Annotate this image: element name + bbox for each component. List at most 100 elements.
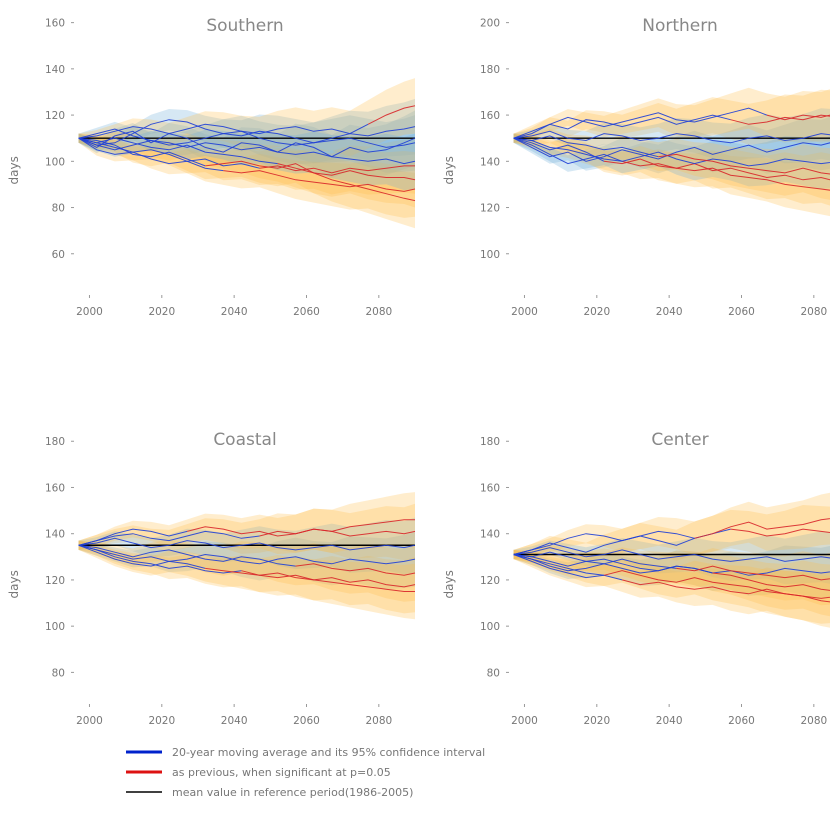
y-axis-label-southern: days bbox=[7, 156, 21, 184]
y-tick-label: 80 bbox=[487, 667, 500, 679]
series-line bbox=[513, 137, 830, 162]
series-line-significant bbox=[603, 158, 830, 181]
y-tick-label: 100 bbox=[45, 156, 65, 168]
y-tick-label: 120 bbox=[45, 110, 65, 122]
series-line bbox=[78, 137, 260, 169]
panel-title-coastal: Coastal bbox=[213, 430, 276, 450]
legend-label-black: mean value in reference period(1986-2005… bbox=[172, 785, 414, 799]
panel-title-northern: Northern bbox=[642, 16, 717, 36]
series-line-significant bbox=[186, 519, 415, 537]
x-tick-label: 2020 bbox=[583, 306, 610, 318]
panel-title-southern: Southern bbox=[206, 16, 283, 36]
confidence-band bbox=[513, 548, 830, 617]
x-tick-label: 2040 bbox=[221, 715, 248, 727]
y-tick-label: 180 bbox=[480, 64, 500, 76]
x-tick-label: 2080 bbox=[800, 306, 827, 318]
x-tick-label: 2000 bbox=[511, 715, 538, 727]
series-line-significant bbox=[367, 105, 416, 125]
y-tick-label: 140 bbox=[480, 156, 500, 168]
y-tick-label: 60 bbox=[52, 249, 65, 261]
x-tick-label: 2060 bbox=[728, 715, 755, 727]
confidence-band bbox=[513, 89, 830, 145]
series-line bbox=[78, 128, 416, 148]
panel-title-center: Center bbox=[651, 430, 708, 450]
confidence-band bbox=[513, 133, 830, 189]
legend-label-red: as previous, when significant at p=0.05 bbox=[172, 765, 391, 779]
series-line bbox=[513, 130, 830, 144]
x-tick-label: 2040 bbox=[221, 306, 248, 318]
y-tick-label: 80 bbox=[52, 203, 65, 215]
y-tick-label: 200 bbox=[480, 18, 500, 30]
series-line-significant bbox=[603, 570, 830, 603]
legend-swatch-red bbox=[126, 770, 162, 774]
panel-southern: Southern days 60 80 100 120 140 160 2000 2020 2040… bbox=[7, 16, 416, 318]
series-line bbox=[78, 119, 416, 146]
series-line bbox=[513, 554, 605, 576]
series-line bbox=[78, 137, 416, 165]
x-tick-label: 2080 bbox=[365, 306, 392, 318]
x-tick-label: 2020 bbox=[148, 306, 175, 318]
series-line-significant bbox=[295, 563, 416, 576]
series-line bbox=[78, 137, 224, 172]
series-line bbox=[78, 544, 242, 574]
x-tick-label: 2040 bbox=[656, 306, 683, 318]
confidence-band bbox=[78, 110, 415, 179]
x-tick-label: 2020 bbox=[583, 715, 610, 727]
y-tick-label: 180 bbox=[45, 436, 65, 448]
confidence-band bbox=[513, 133, 830, 206]
y-tick-label: 140 bbox=[480, 529, 500, 541]
series-line bbox=[513, 551, 677, 569]
series-line bbox=[513, 107, 767, 139]
series-line-significant bbox=[223, 170, 416, 192]
confidence-band bbox=[78, 131, 415, 229]
series-line-significant bbox=[658, 153, 830, 175]
series-line-significant bbox=[259, 528, 416, 537]
series-line-significant bbox=[694, 518, 830, 539]
confidence-band bbox=[513, 108, 830, 164]
series-line-significant bbox=[205, 567, 415, 592]
confidence-band bbox=[513, 133, 830, 217]
series-line-significant bbox=[712, 572, 830, 591]
y-tick-label: 160 bbox=[45, 482, 65, 494]
series-line-significant bbox=[730, 528, 830, 537]
x-tick-label: 2040 bbox=[656, 715, 683, 727]
y-axis-label-northern: days bbox=[442, 156, 456, 184]
series-line bbox=[78, 137, 278, 165]
x-tick-label: 2000 bbox=[511, 306, 538, 318]
confidence-band bbox=[513, 492, 830, 560]
legend-item-black: mean value in reference period(1986-2005… bbox=[126, 782, 485, 802]
x-tick-label: 2000 bbox=[76, 715, 103, 727]
confidence-band bbox=[78, 98, 415, 164]
series-line-significant bbox=[730, 114, 830, 125]
series-line-significant bbox=[259, 165, 415, 174]
series-line bbox=[78, 544, 416, 565]
legend-item-blue: 20-year moving average and its 95% confi… bbox=[126, 742, 485, 762]
confidence-band bbox=[513, 531, 830, 585]
series-line bbox=[513, 135, 659, 158]
legend-item-red: as previous, when significant at p=0.05 bbox=[126, 762, 485, 782]
x-tick-label: 2060 bbox=[293, 306, 320, 318]
confidence-band bbox=[513, 549, 830, 624]
y-tick-label: 160 bbox=[45, 18, 65, 30]
series-line-significant bbox=[621, 579, 830, 599]
y-tick-label: 120 bbox=[480, 575, 500, 587]
y-axis-label-coastal: days bbox=[7, 570, 21, 598]
legend-label-blue: 20-year moving average and its 95% confi… bbox=[172, 745, 486, 759]
y-tick-label: 140 bbox=[45, 529, 65, 541]
confidence-band bbox=[78, 133, 415, 208]
y-tick-label: 160 bbox=[480, 482, 500, 494]
y-tick-label: 80 bbox=[52, 667, 65, 679]
series-line-significant bbox=[621, 160, 830, 191]
panel-center: Center days 80 100 120 140 160 180 2000 2020 2040 2… bbox=[442, 430, 830, 727]
series-line bbox=[78, 544, 206, 569]
y-axis-label-center: days bbox=[442, 570, 456, 598]
series-line bbox=[78, 544, 296, 567]
x-tick-label: 2060 bbox=[728, 306, 755, 318]
x-tick-label: 2080 bbox=[365, 715, 392, 727]
y-tick-label: 100 bbox=[45, 621, 65, 633]
series-line-significant bbox=[241, 570, 416, 588]
legend-swatch-blue bbox=[126, 750, 162, 754]
series-line bbox=[513, 137, 605, 162]
y-tick-label: 160 bbox=[480, 110, 500, 122]
series-line-significant bbox=[766, 114, 830, 121]
